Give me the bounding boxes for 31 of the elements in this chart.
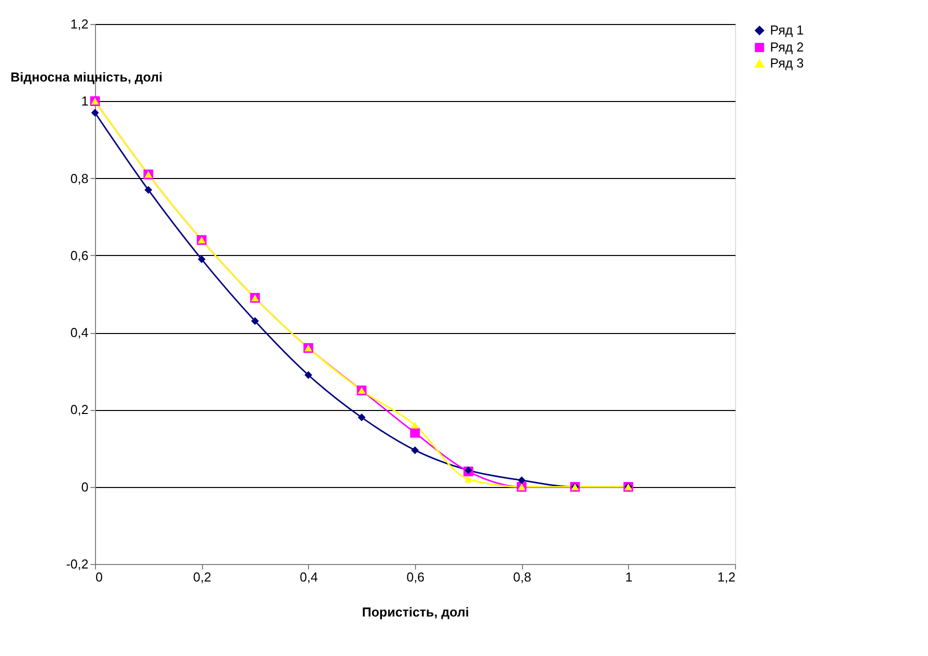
point: [91, 108, 99, 117]
point: [518, 476, 526, 484]
point: [144, 186, 152, 194]
y-axis-title: Відносна міцність, долі: [10, 70, 163, 84]
point: [198, 255, 206, 264]
point: [304, 371, 312, 379]
point: [410, 428, 420, 438]
y-tick-label: 0,4: [70, 325, 88, 340]
x-tick-label: 1: [625, 570, 632, 584]
x-tick-label: 1,2: [717, 570, 736, 584]
legend-label: Ряд 2: [770, 40, 804, 54]
y-tick-label: 0,6: [70, 248, 88, 263]
point: [411, 446, 419, 454]
x-tick-label: 0,8: [513, 570, 532, 584]
y-tick-label: 1: [81, 94, 88, 109]
legend-label: Ряд 3: [770, 56, 804, 70]
y-tick-label: 0,2: [70, 402, 88, 418]
point: [411, 422, 419, 428]
y-tick-label: 0: [81, 479, 88, 494]
y-tick-label: -0,2: [66, 556, 88, 572]
y-tick-label: 0,8: [70, 170, 88, 186]
point: [358, 414, 366, 422]
point: [251, 317, 259, 325]
x-tick-label: 0,2: [193, 570, 212, 584]
point: [464, 476, 472, 482]
x-tick-label: 0,6: [406, 570, 425, 584]
x-tick-label: 0: [96, 570, 103, 584]
legend-label: Ряд 1: [770, 22, 804, 38]
x-tick-label: 0,4: [300, 570, 318, 584]
x-axis-title: Пористість, долі: [362, 604, 469, 620]
y-tick-label: 1,2: [70, 16, 88, 32]
